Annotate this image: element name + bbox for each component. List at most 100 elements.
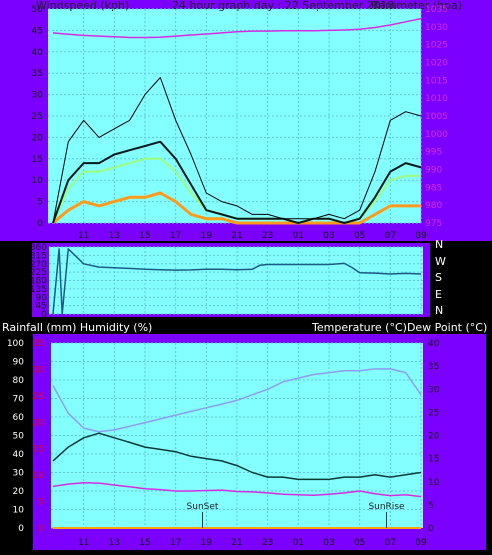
temp-ytick-20: 20 xyxy=(428,432,440,442)
wind-ytick-0: 0 xyxy=(37,219,43,229)
temp-xtick-07: 07 xyxy=(385,538,396,548)
dir-ytick-270: 270 xyxy=(30,260,47,270)
wind-xtick-21: 21 xyxy=(231,231,242,241)
rain-ytick-5: 5 xyxy=(38,498,44,508)
wind-xtick-11: 11 xyxy=(78,231,89,241)
baro-ytick-1020: 1020 xyxy=(425,59,448,69)
temp-xtick-17: 17 xyxy=(170,538,181,548)
hum-ytick-80: 80 xyxy=(13,376,25,386)
baro-ytick-1005: 1005 xyxy=(425,112,448,122)
baro-ytick-1015: 1015 xyxy=(425,76,448,86)
compass-label-w: W xyxy=(435,255,446,268)
wind-xtick-23: 23 xyxy=(262,231,273,241)
wind-xtick-05: 05 xyxy=(354,231,365,241)
graph-title: 24 hour graph day : 22 September 2018 xyxy=(172,0,395,12)
temp-xtick-15: 15 xyxy=(139,538,150,548)
rain-humidity-axis-title: Rainfall (mm) Humidity (%) xyxy=(2,321,152,334)
hum-ytick-40: 40 xyxy=(13,450,25,460)
series-lines xyxy=(52,17,422,529)
wind-ytick-35: 35 xyxy=(32,69,43,79)
gust-max-line xyxy=(52,77,422,224)
sunrise-label: SunRise xyxy=(368,502,405,512)
compass-label-n-top: N xyxy=(435,238,443,251)
wind-ytick-10: 10 xyxy=(32,176,44,186)
temp-xtick-03: 03 xyxy=(323,538,334,548)
dir-ytick-135: 135 xyxy=(30,285,47,295)
wind-xtick-09: 09 xyxy=(415,231,427,241)
hum-ytick-50: 50 xyxy=(13,432,25,442)
wind-xtick-03: 03 xyxy=(323,231,334,241)
wind-ytick-45: 45 xyxy=(32,26,43,36)
baro-ytick-995: 995 xyxy=(425,148,442,158)
wind-lower-line xyxy=(52,191,421,225)
barometer-axis-title: Barometer (hpa) xyxy=(371,0,462,12)
wind-ytick-5: 5 xyxy=(37,198,43,208)
rain-ytick-0: 0 xyxy=(38,524,44,534)
hum-ytick-20: 20 xyxy=(13,487,25,497)
dir-ytick-180: 180 xyxy=(30,277,47,287)
dewpoint-line xyxy=(52,481,422,498)
baro-ytick-975: 975 xyxy=(425,219,442,229)
baro-ytick-980: 980 xyxy=(425,201,442,211)
sunset-label: SunSet xyxy=(187,502,219,512)
direction-plot-area xyxy=(49,247,423,314)
wind-xtick-15: 15 xyxy=(139,231,150,241)
rain-ytick-35: 35 xyxy=(33,339,44,349)
temp-ytick-35: 35 xyxy=(428,362,439,372)
rain-ytick-30: 30 xyxy=(33,365,45,375)
rain-ytick-20: 20 xyxy=(33,418,45,428)
wind-xtick-13: 13 xyxy=(109,231,120,241)
compass-label-n-bottom: N xyxy=(435,304,443,317)
hum-ytick-10: 10 xyxy=(13,506,25,516)
temp-xtick-09: 09 xyxy=(415,538,427,548)
hum-ytick-30: 30 xyxy=(13,469,25,479)
rain-ytick-25: 25 xyxy=(33,392,44,402)
rain-ytick-15: 15 xyxy=(33,445,44,455)
wind-plot-area xyxy=(48,9,421,223)
dir-ytick-225: 225 xyxy=(30,268,47,278)
baro-ytick-1000: 1000 xyxy=(425,130,448,140)
wind-direction-line xyxy=(52,248,422,315)
baro-ytick-1010: 1010 xyxy=(425,94,448,104)
dir-ytick-45: 45 xyxy=(36,302,47,312)
dir-ytick-315: 315 xyxy=(30,251,47,261)
temperature-line xyxy=(52,432,422,481)
baro-ytick-990: 990 xyxy=(425,166,442,176)
hum-ytick-70: 70 xyxy=(13,395,25,405)
temp-ytick-25: 25 xyxy=(428,408,439,418)
temp-xtick-23: 23 xyxy=(262,538,273,548)
hum-ytick-100: 100 xyxy=(7,339,24,349)
wind-ytick-20: 20 xyxy=(32,133,44,143)
baro-ytick-985: 985 xyxy=(425,183,442,193)
wind-ytick-50: 50 xyxy=(32,5,44,15)
temp-ytick-5: 5 xyxy=(428,501,434,511)
temp-xtick-05: 05 xyxy=(354,538,365,548)
dir-ytick-90: 90 xyxy=(36,293,48,303)
wind-xtick-19: 19 xyxy=(201,231,213,241)
temp-xtick-19: 19 xyxy=(201,538,213,548)
temp-xtick-21: 21 xyxy=(231,538,242,548)
wind-ytick-40: 40 xyxy=(32,48,44,58)
wind-xtick-01: 01 xyxy=(293,231,304,241)
wind-xtick-17: 17 xyxy=(170,231,181,241)
temp-ytick-40: 40 xyxy=(428,339,440,349)
hum-ytick-90: 90 xyxy=(13,358,25,368)
gust-average-line xyxy=(52,140,422,224)
barometer-line xyxy=(52,17,422,39)
compass-label-e: E xyxy=(435,288,442,301)
rain-ytick-10: 10 xyxy=(33,471,45,481)
temp-xtick-01: 01 xyxy=(293,538,304,548)
temp-dew-axis-title: Temperature (°C)Dew Point (°C) xyxy=(311,321,487,334)
baro-ytick-1035: 1035 xyxy=(425,5,448,15)
wind-ytick-30: 30 xyxy=(32,91,44,101)
baro-ytick-1030: 1030 xyxy=(425,23,448,33)
axis-labels: 0510152025303540455097598098599099510001… xyxy=(7,5,448,548)
temp-ytick-15: 15 xyxy=(428,455,439,465)
wind-ytick-25: 25 xyxy=(32,112,43,122)
temp-ytick-0: 0 xyxy=(428,524,434,534)
dir-ytick-360: 360 xyxy=(30,243,47,253)
baro-ytick-1025: 1025 xyxy=(425,41,448,51)
wind-xtick-07: 07 xyxy=(385,231,396,241)
temp-ytick-10: 10 xyxy=(428,478,440,488)
